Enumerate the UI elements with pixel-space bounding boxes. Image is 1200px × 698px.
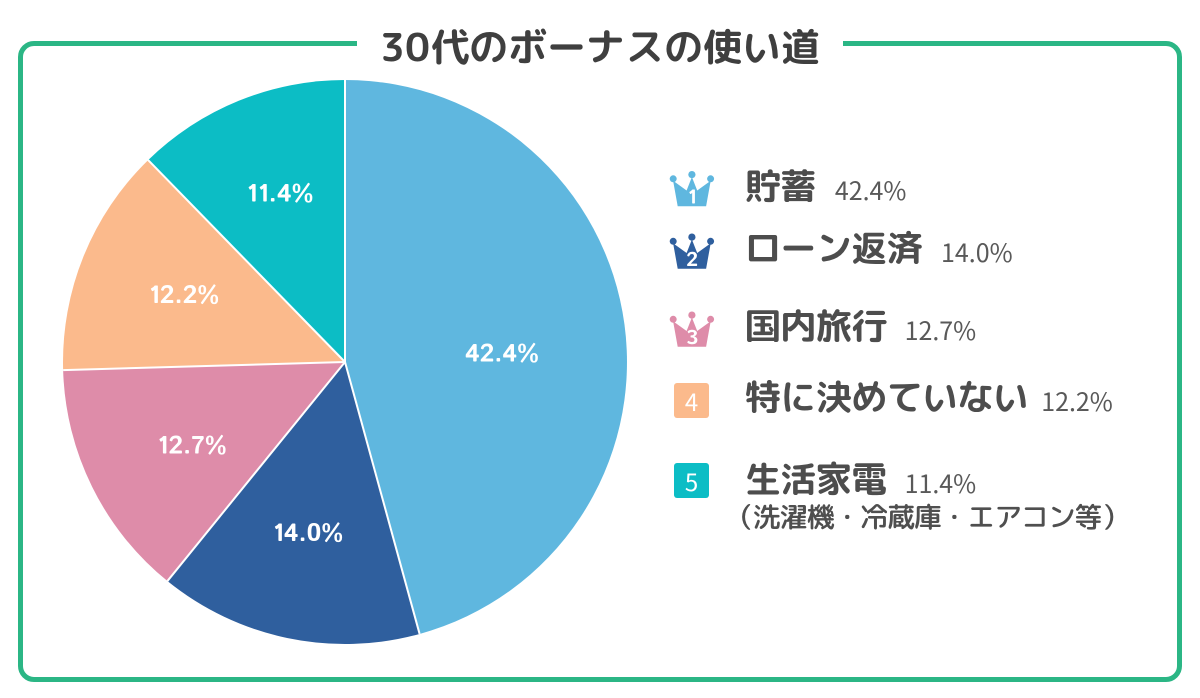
- svg-text:3: 3: [686, 324, 698, 353]
- svg-text:12.2%: 12.2%: [149, 278, 220, 314]
- svg-text:42.4%: 42.4%: [465, 337, 539, 373]
- svg-text:14.0%: 14.0%: [273, 516, 344, 552]
- svg-text:2: 2: [686, 246, 698, 275]
- svg-text:12.7%: 12.7%: [157, 429, 226, 465]
- svg-text:1: 1: [688, 184, 697, 213]
- svg-text:11.4%: 11.4%: [247, 177, 314, 213]
